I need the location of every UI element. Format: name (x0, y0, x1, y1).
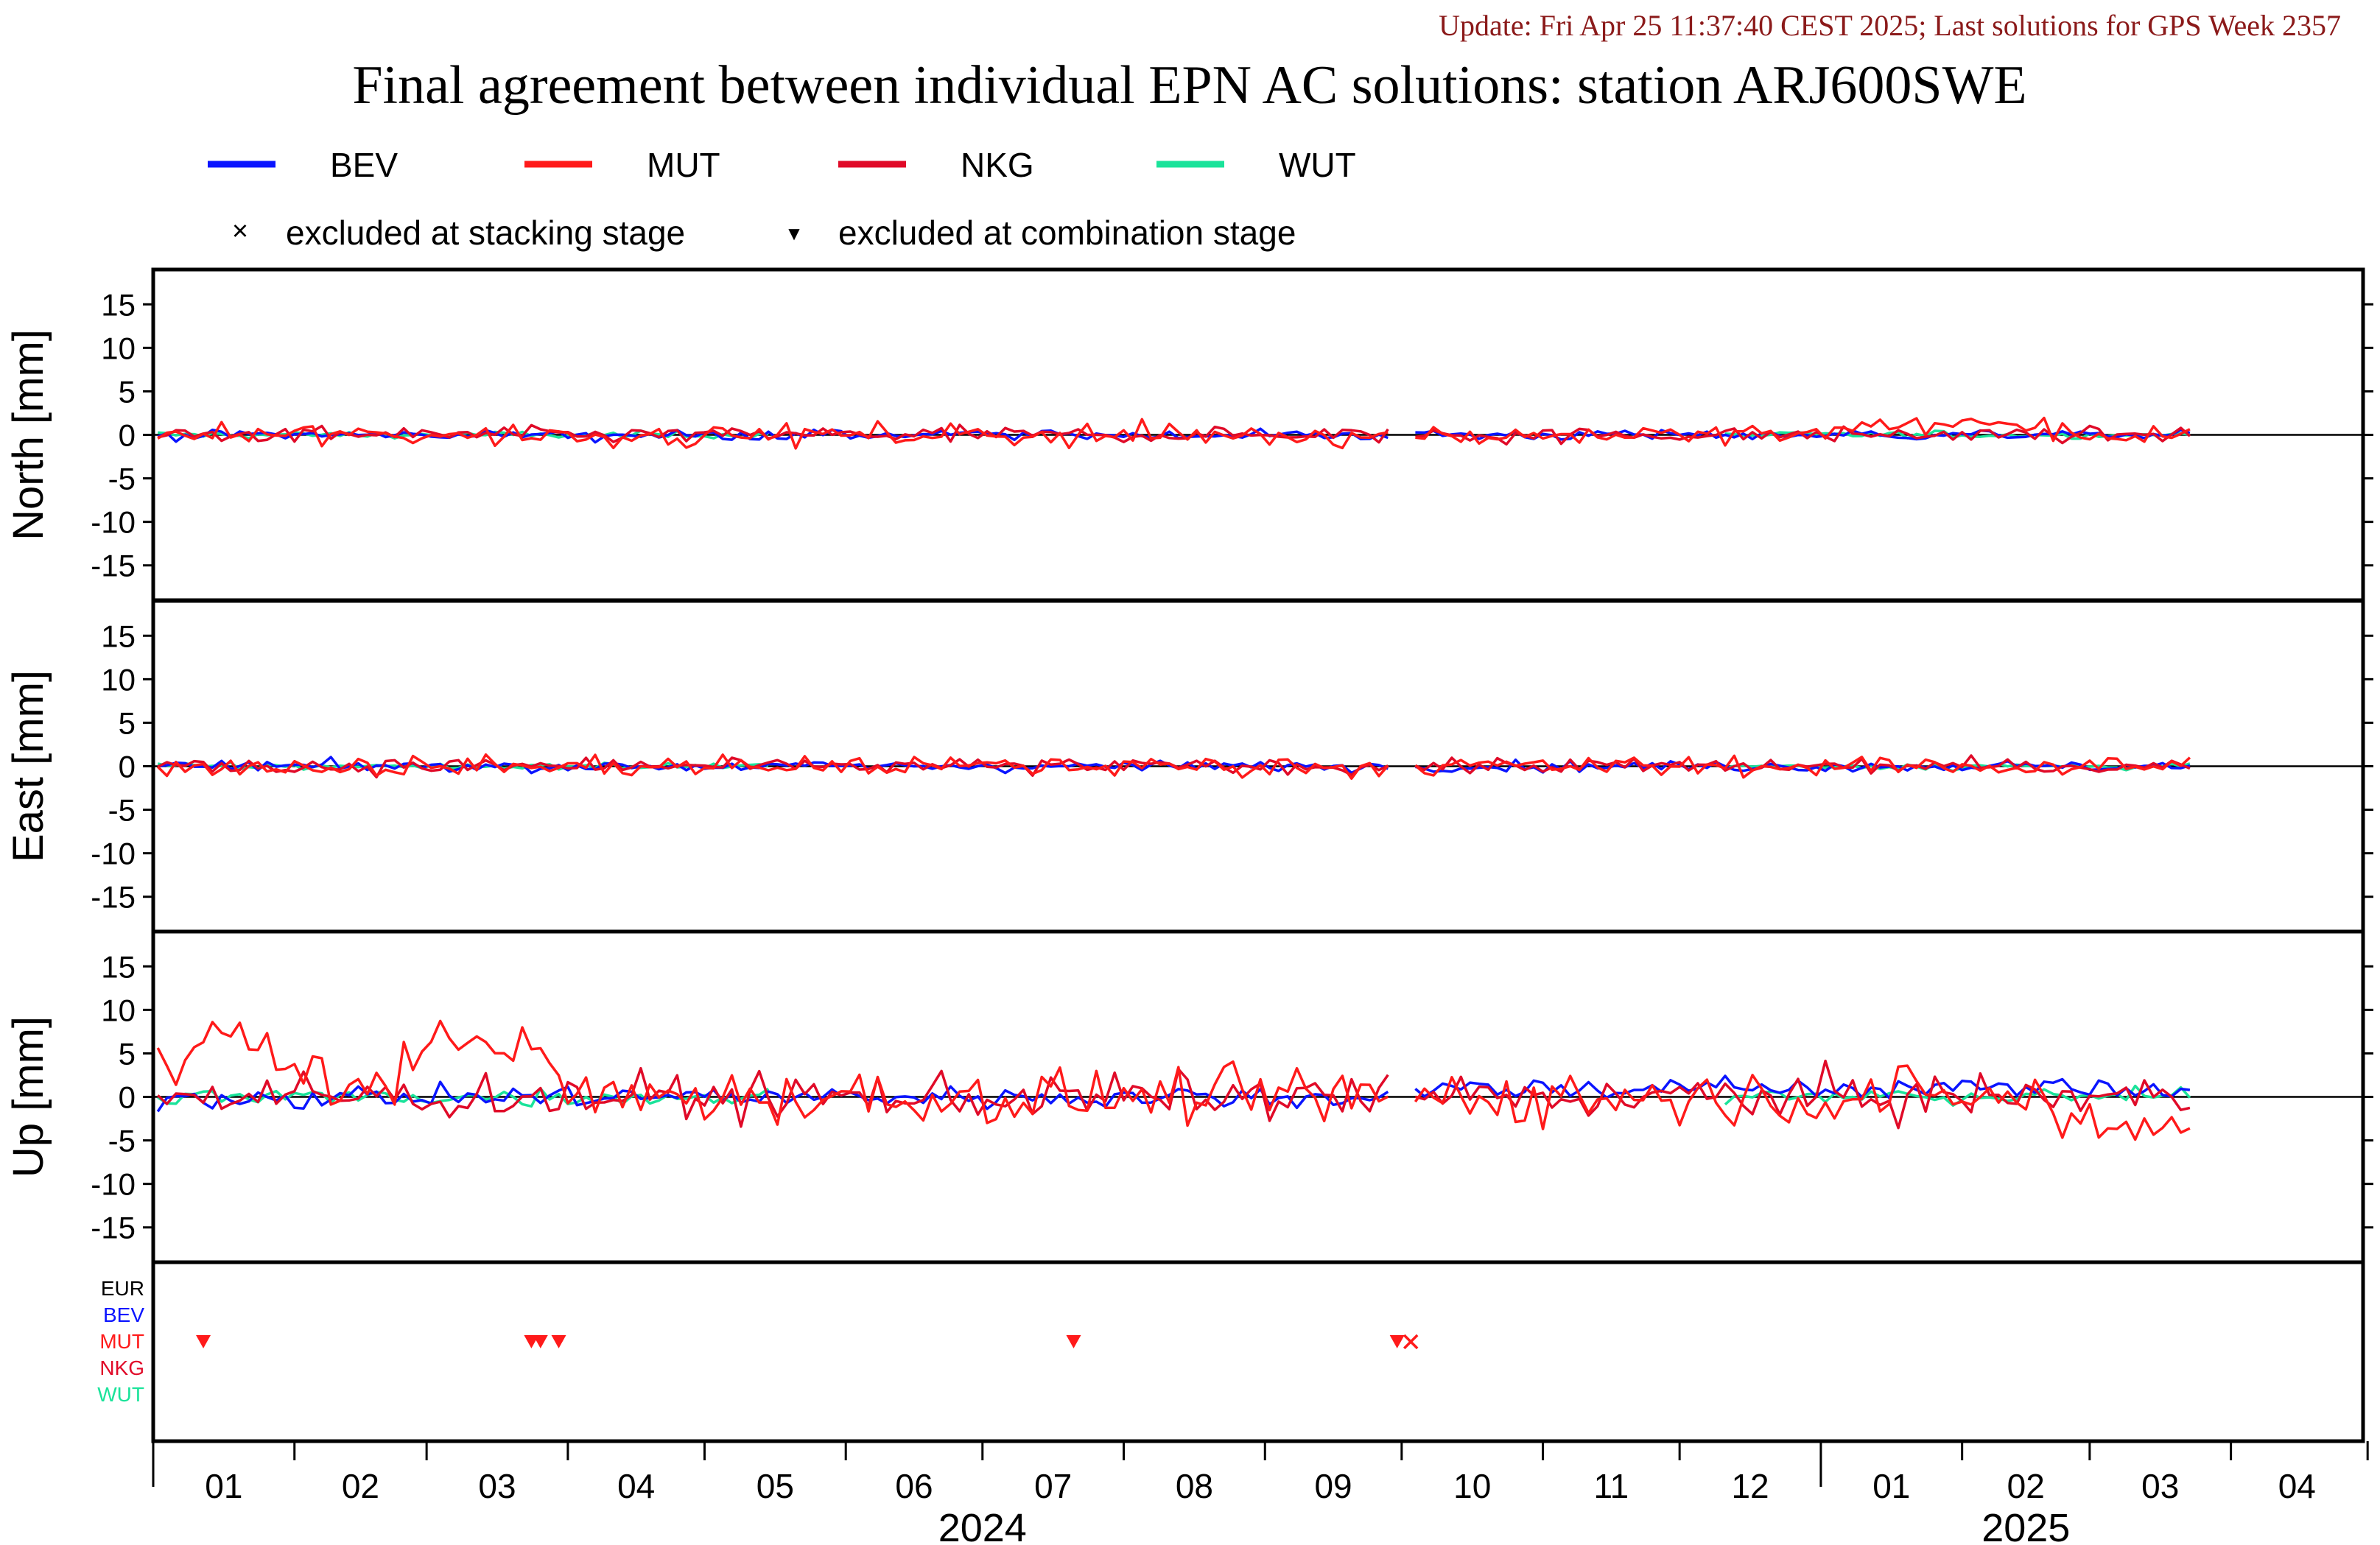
y-tick-label: -15 (91, 549, 136, 583)
x-axis: 01 02 03 04 05 06 07 08 09 10 11 12 01 02 03 04 2024 2025 (152, 1441, 2369, 1545)
series-bev-up (1414, 1074, 2191, 1099)
y-tick-label: 0 (119, 750, 136, 784)
x-month-label: 05 (757, 1467, 794, 1505)
x-month-label: 12 (1731, 1467, 1769, 1505)
y-tick-label: -10 (91, 1167, 136, 1202)
chart-title: Final agreement between individual EPN A… (352, 55, 2026, 116)
y-tick-label: 10 (101, 662, 136, 697)
panel-up: 15 10 5 0 -5 -10 -15 Up [mm] (4, 929, 2373, 1264)
series-mut-east (156, 753, 1389, 780)
series-mut-up (156, 1019, 1389, 1127)
series-nkg-east (157, 756, 1389, 779)
y-tick-label: -10 (91, 505, 136, 540)
x-month-label: 03 (2141, 1467, 2179, 1505)
x-month-label: 02 (2007, 1467, 2045, 1505)
plot-area: 15 10 5 0 -5 -10 -15 North [mm] 15 10 5 0 -5 -10 -15 Ea… (4, 267, 2373, 1443)
exclusion-row-label-nkg: NKG (99, 1356, 144, 1379)
x-month-label: 03 (478, 1467, 516, 1505)
series-mut-north (1415, 416, 2191, 447)
x-year-label: 2025 (1981, 1506, 2070, 1545)
x-month-label: 04 (617, 1467, 655, 1505)
series-nkg-up (157, 1066, 1389, 1128)
y-axis-label-east: East [mm] (4, 670, 52, 862)
exclusion-row-label-bev: BEV (103, 1303, 144, 1326)
triangle-down-icon (1066, 1335, 1081, 1348)
y-tick-label: -5 (108, 1124, 136, 1158)
x-month-label: 08 (1176, 1467, 1213, 1505)
x-month-label: 11 (1593, 1467, 1629, 1505)
series-mut-north (157, 418, 1389, 450)
legend-item-mut: MUT (524, 146, 720, 184)
legend-combination: ▼ excluded at combination stage (784, 214, 1296, 252)
triangle-down-icon (533, 1335, 548, 1348)
y-axis-label-up: Up [mm] (4, 1016, 52, 1178)
panel-north: 15 10 5 0 -5 -10 -15 North [mm] (4, 267, 2373, 602)
y-tick-label: 5 (119, 374, 136, 409)
y-tick-label: 15 (101, 949, 136, 984)
exclusion-row-label-eur: EUR (101, 1277, 144, 1300)
legend-label-mut: MUT (647, 146, 720, 184)
y-tick-label: 15 (101, 287, 136, 322)
legend-item-nkg: NKG (838, 146, 1034, 184)
y-tick-label: 15 (101, 619, 136, 653)
legend-stacking-label: excluded at stacking stage (286, 214, 685, 252)
series-mut-east (1414, 754, 2191, 779)
legend-combination-label: excluded at combination stage (838, 214, 1296, 252)
panel-frame-exclusions (151, 1260, 2365, 1443)
panel-east: 15 10 5 0 -5 -10 -15 East [mm] (4, 599, 2373, 934)
y-tick-label: -15 (91, 880, 136, 915)
x-month-label: 01 (205, 1467, 242, 1505)
y-tick-label: 0 (119, 1080, 136, 1115)
y-tick-label: -5 (108, 462, 136, 496)
triangle-down-icon (551, 1335, 566, 1348)
series-mut-up (1414, 1064, 2191, 1141)
legend-item-wut: WUT (1156, 146, 1356, 184)
series-nkg-north (1415, 424, 2191, 446)
y-tick-label: 0 (119, 418, 136, 453)
y-tick-label: 5 (119, 1036, 136, 1071)
x-month-label: 04 (2278, 1467, 2316, 1505)
triangle-down-icon (1389, 1335, 1405, 1348)
exclusion-row-label-wut: WUT (97, 1383, 144, 1406)
x-month-label: 07 (1034, 1467, 1072, 1505)
y-axis-label-north: North [mm] (4, 329, 52, 541)
triangle-down-icon: ▼ (784, 222, 804, 244)
legend-label-bev: BEV (330, 146, 398, 184)
y-tick-label: 10 (101, 993, 136, 1027)
x-month-label: 09 (1314, 1467, 1352, 1505)
x-month-label: 06 (895, 1467, 933, 1505)
cross-icon: × (232, 216, 248, 247)
update-line: Update: Fri Apr 25 11:37:40 CEST 2025; L… (1439, 9, 2341, 42)
y-tick-label: -15 (91, 1211, 136, 1245)
y-tick-label: -5 (108, 793, 136, 828)
triangle-down-icon (196, 1335, 211, 1348)
y-tick-label: -10 (91, 837, 136, 871)
legend-label-nkg: NKG (961, 146, 1034, 184)
legend: BEV MUT NKG WUT × excluded at stacking s… (208, 146, 1356, 252)
x-year-label: 2024 (938, 1506, 1027, 1545)
panel-exclusions: EUR BEV MUT NKG WUT (97, 1260, 2365, 1443)
legend-stacking: × excluded at stacking stage (232, 214, 685, 252)
exclusion-row-label-mut: MUT (99, 1330, 144, 1353)
series-nkg-up (1414, 1059, 2191, 1130)
x-month-label: 10 (1453, 1467, 1491, 1505)
legend-label-wut: WUT (1279, 146, 1356, 184)
y-tick-label: 10 (101, 331, 136, 365)
cross-icon (1403, 1334, 1419, 1350)
x-month-label: 02 (342, 1467, 379, 1505)
x-month-label: 01 (1872, 1467, 1910, 1505)
legend-item-bev: BEV (208, 146, 398, 184)
y-tick-label: 5 (119, 705, 136, 740)
